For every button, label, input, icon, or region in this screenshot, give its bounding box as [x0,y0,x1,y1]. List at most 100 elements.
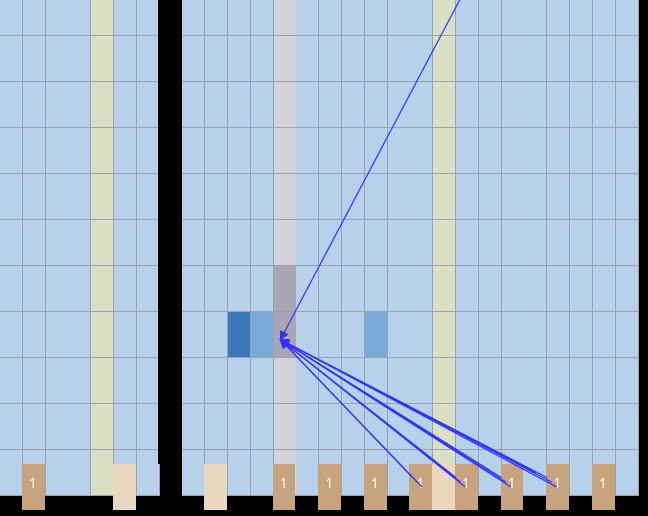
board-cell[interactable] [296,404,320,450]
board-cell[interactable] [0,312,23,358]
board-cell[interactable] [296,128,320,174]
board-cell[interactable] [91,128,115,174]
board-cell[interactable] [205,358,229,404]
board-cell[interactable] [433,82,457,128]
board-cell[interactable] [456,404,479,450]
board-cell[interactable] [501,312,525,358]
board-cell[interactable] [114,36,137,82]
board-cell[interactable] [615,358,639,404]
board-cell[interactable] [478,36,502,82]
board-cell[interactable] [501,82,525,128]
board-cell[interactable] [250,0,274,36]
board-cell[interactable] [91,358,115,404]
board-cell[interactable] [91,174,115,220]
board-cell[interactable] [319,0,343,36]
board-cell[interactable] [501,174,525,220]
board-cell[interactable] [250,358,274,404]
board-cell[interactable] [524,36,548,82]
board-cell[interactable] [91,220,115,266]
board-cell[interactable] [501,220,525,266]
board-cell[interactable] [592,312,616,358]
board-cell[interactable] [615,174,639,220]
board-cell[interactable] [296,450,320,496]
board-cell[interactable] [456,82,479,128]
board-cell[interactable] [296,358,320,404]
board-cell[interactable] [387,0,411,36]
empty-cap[interactable] [432,464,455,510]
board-cell[interactable] [592,266,616,312]
board-cell[interactable] [615,266,639,312]
board-cell[interactable] [114,82,137,128]
board-cell[interactable] [250,404,274,450]
board-cell[interactable] [250,82,274,128]
board-cell[interactable] [22,174,46,220]
board-cell[interactable] [387,220,411,266]
board-cell[interactable] [364,220,388,266]
board-cell[interactable] [387,404,411,450]
board-cell[interactable] [319,312,343,358]
board-cell[interactable] [228,82,251,128]
board-cell[interactable] [456,312,479,358]
board-cell[interactable] [433,404,457,450]
board-cell[interactable] [570,128,593,174]
board-cell[interactable] [364,266,388,312]
board-cell[interactable] [136,82,160,128]
board-cell[interactable] [592,128,616,174]
board-cell[interactable] [91,0,115,36]
board-cell[interactable] [205,82,229,128]
board-cell[interactable] [296,220,320,266]
board-cell[interactable] [433,0,457,36]
board-cell[interactable] [136,128,160,174]
board-cell[interactable] [114,128,137,174]
board-cell[interactable] [205,404,229,450]
board-cell[interactable] [387,82,411,128]
piece-cap[interactable]: ↿ [318,464,341,510]
board-cell[interactable] [501,404,525,450]
board-cell[interactable] [570,174,593,220]
board-cell[interactable] [182,174,206,220]
board-cell[interactable] [45,404,69,450]
board-cell[interactable] [250,128,274,174]
board-cell[interactable] [478,220,502,266]
board-cell[interactable] [205,174,229,220]
board-cell[interactable] [114,174,137,220]
board-cell[interactable] [182,450,206,496]
board-cell[interactable] [136,450,160,496]
board-cell[interactable] [456,174,479,220]
board-cell[interactable] [342,404,365,450]
board-cell[interactable] [570,450,593,496]
board-cell[interactable] [433,128,457,174]
board-cell[interactable] [433,174,457,220]
board-cell[interactable] [45,0,69,36]
board-cell[interactable] [228,266,251,312]
board-cell[interactable] [22,36,46,82]
board-cell[interactable] [45,266,69,312]
board-cell[interactable] [410,312,434,358]
board-cell[interactable] [228,312,251,358]
board-cell[interactable] [0,82,23,128]
board-cell[interactable] [114,358,137,404]
board-cell[interactable] [501,36,525,82]
board-cell[interactable] [592,36,616,82]
board-cell[interactable] [45,36,69,82]
board-cell[interactable] [456,266,479,312]
board-cell[interactable] [273,128,297,174]
board-cell[interactable] [182,266,206,312]
board-cell[interactable] [228,174,251,220]
board-cell[interactable] [228,404,251,450]
board-cell[interactable] [524,220,548,266]
board-cell[interactable] [182,404,206,450]
board-cell[interactable] [114,266,137,312]
board-cell[interactable] [205,266,229,312]
board-cell[interactable] [136,0,160,36]
board-cell[interactable] [478,450,502,496]
board-cell[interactable] [182,36,206,82]
board-cell[interactable] [524,450,548,496]
board-cell[interactable] [342,82,365,128]
board-cell[interactable] [319,36,343,82]
board-cell[interactable] [136,36,160,82]
board-cell[interactable] [592,174,616,220]
board-cell[interactable] [524,404,548,450]
board-cell[interactable] [615,128,639,174]
board-cell[interactable] [250,174,274,220]
